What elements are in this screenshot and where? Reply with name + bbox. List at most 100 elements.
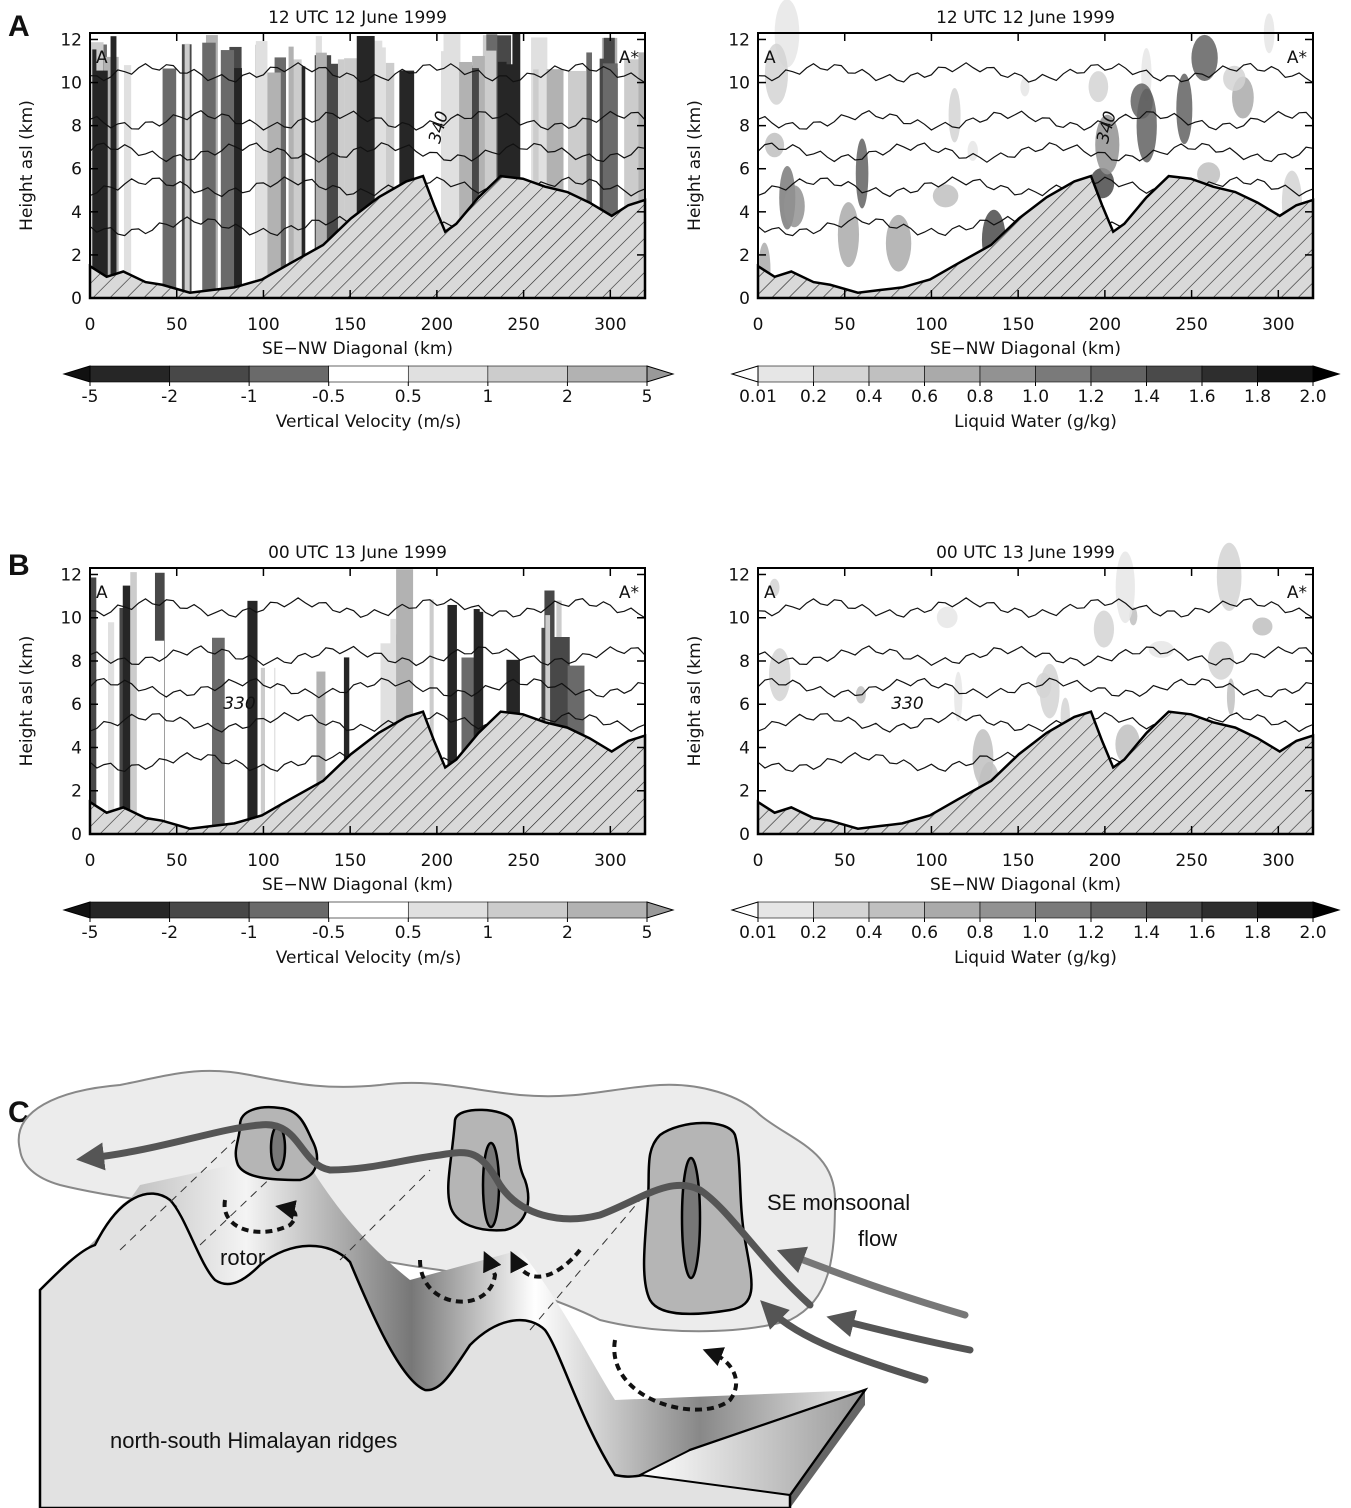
field-patch: [146, 587, 154, 834]
colorbar-segment: [1201, 365, 1258, 383]
isentrope: [89, 142, 646, 163]
y-tick-label: 8: [71, 117, 82, 137]
x-tick-label: 300: [1262, 851, 1294, 871]
ridge-shelf: [636, 1388, 868, 1497]
field-patch: [471, 68, 479, 298]
chart-title: 00 UTC 13 June 1999: [936, 543, 1115, 563]
field-patch: [1191, 34, 1218, 81]
colorbar-tick-label: 5: [642, 923, 653, 943]
plot-area: 340: [756, 0, 1315, 300]
panel-label: B: [8, 549, 30, 582]
colorbar-tick-label: 0.4: [855, 923, 882, 943]
y-tick-label: 10: [728, 609, 750, 629]
field-patch: [122, 585, 131, 834]
colorbar-extend: [1312, 365, 1341, 383]
colorbar-segment: [407, 901, 489, 919]
colorbar-segment: [1035, 365, 1092, 383]
flow-arrows: [76, 1121, 974, 1384]
chart-title: 12 UTC 12 June 1999: [936, 8, 1115, 28]
x-tick-label: 250: [1175, 851, 1207, 871]
plot-frame: [757, 567, 1314, 835]
colorbar-extend: [1312, 901, 1341, 919]
field-patch: [1252, 617, 1273, 636]
colorbar-segment: [1257, 365, 1314, 383]
colorbar-segment: [757, 901, 814, 919]
x-tick-label: 100: [247, 315, 279, 335]
x-tick-label: 300: [1262, 315, 1294, 335]
x-axis-label: SE−NW Diagonal (km): [262, 875, 453, 895]
plot-area: 330: [88, 569, 647, 836]
colorbar-tick-label: 0.2: [800, 923, 827, 943]
field-patch: [783, 185, 805, 228]
colorbar-segment: [328, 365, 409, 383]
field-patch: [108, 622, 115, 834]
field-patch: [954, 671, 963, 722]
field-patch: [967, 140, 978, 161]
colorbar-tick-label: -0.5: [312, 923, 345, 943]
y-tick-label: 8: [739, 652, 750, 672]
field-patch: [316, 671, 326, 834]
field-patch: [1020, 77, 1030, 97]
field-patch: [202, 42, 216, 298]
y-tick-label: 0: [71, 825, 82, 845]
diagram-label: flow: [858, 1226, 897, 1251]
x-axis-label: SE−NW Diagonal (km): [930, 875, 1121, 895]
colorbar-label: Liquid Water (g/kg): [954, 948, 1117, 968]
field-patch: [385, 62, 395, 299]
y-axis-label: Height asl (km): [17, 100, 37, 231]
colorbar-extend: [730, 365, 759, 383]
field-patch: [288, 46, 294, 298]
y-tick-label: 10: [728, 74, 750, 94]
colorbar-tick-label: 1: [482, 923, 493, 943]
x-tick-label: 150: [1002, 315, 1034, 335]
colorbar-tick-label: 0.6: [911, 923, 938, 943]
field-patch: [764, 43, 788, 105]
colorbar-tick-label: 0.5: [395, 923, 422, 943]
field-patch: [90, 577, 97, 834]
field-patch: [323, 672, 335, 834]
isentrope: [89, 645, 646, 667]
field-patch: [1039, 663, 1060, 719]
colorbar-tick-label: 1.6: [1188, 923, 1215, 943]
ridge-front: [38, 1192, 869, 1508]
endpoint-label: A: [96, 48, 108, 68]
y-axis-label: Height asl (km): [685, 100, 705, 231]
field-patch: [477, 611, 484, 834]
field-patch: [837, 202, 860, 268]
colorbar-segment: [757, 365, 814, 383]
plot-frame: [89, 567, 646, 835]
field-patch: [885, 214, 912, 272]
endpoint-label: A: [764, 48, 776, 68]
colorbar-segment: [924, 901, 981, 919]
colorbar-tick-label: 1.2: [1077, 387, 1104, 407]
colorbar-extend: [62, 901, 91, 919]
colorbar-tick-label: 1.8: [1244, 387, 1271, 407]
field-patch: [948, 87, 961, 143]
y-tick-label: 0: [739, 825, 750, 845]
schematic: rotor SE monsoonal flow north-south Hima…: [17, 1069, 974, 1508]
field-patch: [212, 637, 225, 834]
colorbar-tick-label: -5: [82, 387, 99, 407]
field-patch: [130, 572, 137, 834]
y-tick-label: 2: [71, 782, 82, 802]
field-patch: [439, 665, 445, 834]
colorbar-segment: [1090, 365, 1147, 383]
colorbar-segment: [868, 365, 925, 383]
colorbar-tick-label: 0.4: [855, 387, 882, 407]
colorbar-segment: [328, 901, 409, 919]
colorbar-segment: [89, 901, 170, 919]
x-axis-label: SE−NW Diagonal (km): [930, 339, 1121, 359]
x-tick-label: 200: [421, 315, 453, 335]
x-tick-label: 0: [753, 851, 764, 871]
x-axis-label: SE−NW Diagonal (km): [262, 339, 453, 359]
y-tick-label: 8: [71, 652, 82, 672]
field-patch: [855, 138, 869, 209]
chart-title: 00 UTC 13 June 1999: [268, 543, 447, 563]
x-tick-label: 0: [85, 851, 96, 871]
colorbar-tick-label: 2: [562, 387, 573, 407]
field-patch: [95, 70, 108, 298]
colorbar-segment: [248, 901, 330, 919]
colorbar-segment: [1146, 901, 1203, 919]
colorbar-tick-label: 2.0: [1299, 923, 1326, 943]
